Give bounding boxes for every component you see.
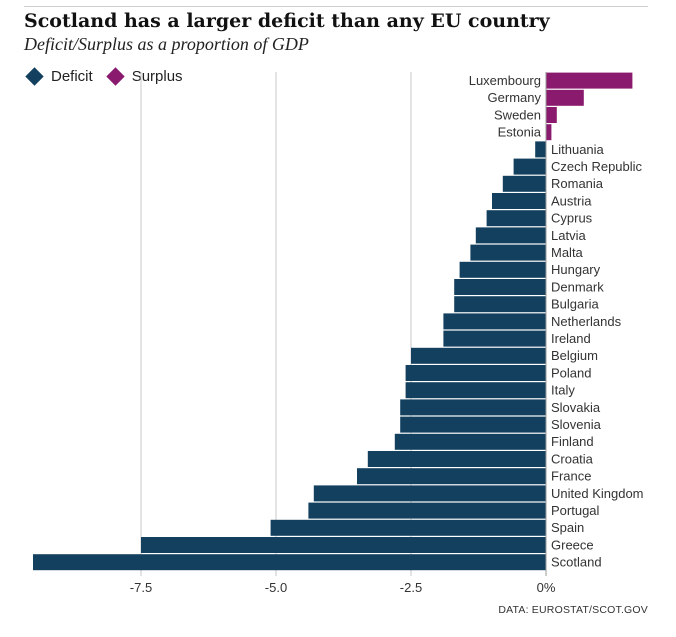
bar-greece <box>141 537 546 553</box>
legend-item-deficit: Deficit <box>25 67 93 86</box>
country-label: Cyprus <box>551 211 593 226</box>
country-label: Bulgaria <box>551 297 599 312</box>
bar-romania <box>502 175 546 192</box>
country-label: Spain <box>551 520 584 535</box>
country-label: Denmark <box>551 279 604 294</box>
country-label: Portugal <box>551 503 600 518</box>
country-label: Austria <box>551 193 592 208</box>
bar-slovakia <box>400 399 546 416</box>
country-label: Scotland <box>551 555 602 570</box>
country-label: Malta <box>551 245 584 260</box>
country-label: Belgium <box>551 348 598 363</box>
country-label: Ireland <box>551 331 591 346</box>
country-label: Estonia <box>498 125 542 140</box>
country-label: Lithuania <box>551 142 605 157</box>
x-tick-label: -2.5 <box>400 580 422 595</box>
source-note: DATA: EUROSTAT/SCOT.GOV <box>498 604 648 616</box>
chart-title: Scotland has a larger deficit than any E… <box>24 10 550 32</box>
country-label: Netherlands <box>551 314 622 329</box>
x-tick-label: -7.5 <box>130 580 152 595</box>
bar-belgium <box>411 347 546 364</box>
top-rule <box>24 6 648 7</box>
country-label: Croatia <box>551 451 594 466</box>
legend-label-deficit: Deficit <box>51 68 93 85</box>
country-label: Finland <box>551 434 594 449</box>
country-label: Greece <box>551 537 594 552</box>
country-label: Poland <box>551 365 591 380</box>
bar-italy <box>405 382 546 399</box>
bar-hungary <box>459 261 546 278</box>
bar-czech-republic <box>513 158 546 175</box>
country-label: United Kingdom <box>551 486 644 501</box>
bar-austria <box>492 193 546 209</box>
country-label: Hungary <box>551 262 601 277</box>
bar-scotland <box>33 554 546 571</box>
bar-malta <box>470 244 546 261</box>
legend: Deficit Surplus <box>25 67 197 86</box>
country-label: Slovakia <box>551 400 601 415</box>
bar-spain <box>270 519 546 536</box>
bar-cyprus <box>486 210 546 227</box>
bar-united-kingdom <box>313 485 546 502</box>
country-label: Czech Republic <box>551 159 643 174</box>
chart-subtitle: Deficit/Surplus as a proportion of GDP <box>24 34 309 54</box>
bar-france <box>357 468 546 485</box>
bar-bulgaria <box>454 296 546 313</box>
bar-estonia <box>546 124 552 141</box>
bar-slovenia <box>400 416 546 433</box>
bar-poland <box>405 365 546 381</box>
bar-sweden <box>546 107 557 123</box>
country-label: France <box>551 469 591 484</box>
country-label: Germany <box>488 90 542 105</box>
legend-label-surplus: Surplus <box>131 68 183 85</box>
country-label: Slovenia <box>551 417 602 432</box>
country-label: Luxembourg <box>469 73 541 88</box>
x-tick-label: 0% <box>537 580 556 595</box>
country-label: Sweden <box>494 107 541 122</box>
bar-germany <box>546 89 584 106</box>
bar-croatia <box>367 451 546 467</box>
country-label: Romania <box>551 176 604 191</box>
legend-item-surplus: Surplus <box>105 67 183 86</box>
country-label: Latvia <box>551 228 586 243</box>
country-label: Italy <box>551 383 575 398</box>
bar-denmark <box>454 279 546 295</box>
bar-netherlands <box>443 313 546 330</box>
bar-lithuania <box>535 141 546 158</box>
bar-finland <box>394 433 546 450</box>
bar-portugal <box>308 502 546 519</box>
bar-ireland <box>443 330 546 347</box>
bar-latvia <box>475 227 546 244</box>
x-tick-label: -5.0 <box>265 580 287 595</box>
bar-luxembourg <box>546 72 633 89</box>
